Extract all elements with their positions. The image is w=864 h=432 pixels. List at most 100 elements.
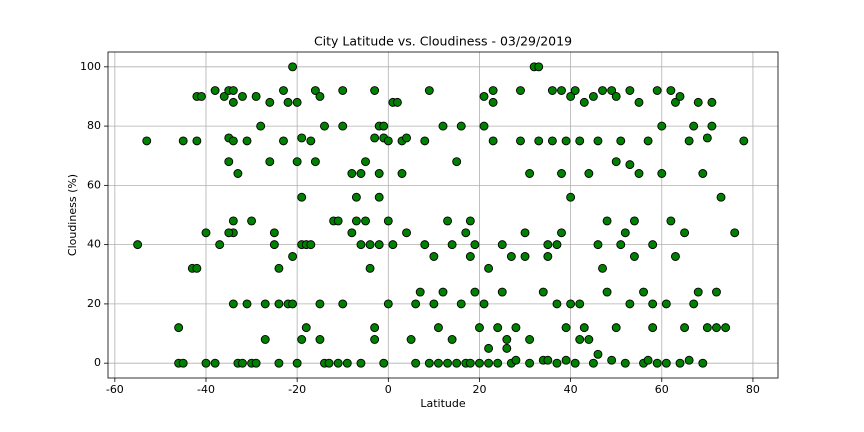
point: [516, 86, 525, 95]
point: [702, 323, 712, 333]
point: [228, 216, 238, 226]
point: [370, 335, 380, 344]
point: [543, 240, 553, 250]
point: [611, 157, 621, 167]
point: [497, 287, 507, 297]
point: [648, 240, 658, 250]
point: [598, 86, 607, 95]
point: [324, 358, 334, 368]
point: [388, 240, 398, 250]
point: [525, 335, 535, 344]
point: [174, 323, 184, 333]
point: [247, 216, 257, 226]
point: [274, 358, 284, 368]
point: [233, 169, 243, 178]
point: [292, 97, 302, 107]
chart-title: City Latitude vs. Cloudiness - 03/29/201…: [314, 34, 572, 49]
point: [657, 121, 667, 131]
point: [634, 169, 644, 178]
point: [269, 228, 279, 238]
point: [670, 97, 680, 107]
point: [342, 358, 352, 368]
point: [566, 192, 576, 202]
point: [338, 86, 348, 95]
point: [579, 97, 589, 107]
point: [370, 133, 380, 143]
point: [588, 358, 598, 368]
point: [392, 97, 402, 107]
points: [133, 62, 749, 368]
point: [680, 323, 690, 333]
point: [365, 263, 375, 273]
x-tick-label: 20: [472, 383, 486, 396]
point: [429, 252, 439, 261]
point: [315, 299, 325, 309]
point: [228, 97, 238, 107]
point: [406, 335, 416, 344]
point: [616, 136, 626, 146]
point: [566, 299, 576, 309]
point: [611, 323, 621, 333]
point: [424, 358, 434, 368]
point: [192, 136, 202, 146]
point: [461, 228, 471, 238]
point: [224, 228, 234, 238]
point: [506, 252, 516, 261]
point: [365, 240, 375, 250]
point: [680, 228, 690, 238]
point: [639, 287, 648, 297]
point: [588, 92, 598, 101]
point: [534, 62, 544, 72]
point: [584, 169, 594, 178]
point: [620, 358, 630, 368]
point: [452, 358, 462, 368]
point: [379, 121, 389, 131]
point: [374, 240, 384, 250]
point: [443, 216, 453, 226]
point: [547, 86, 557, 95]
point: [420, 136, 430, 146]
point: [493, 358, 503, 368]
point: [684, 355, 694, 365]
point: [370, 323, 380, 333]
point: [693, 287, 703, 297]
point: [721, 323, 731, 333]
point: [219, 92, 229, 101]
point: [347, 169, 357, 178]
point: [561, 136, 571, 146]
point: [288, 299, 298, 309]
point: [479, 92, 489, 101]
point: [402, 133, 411, 143]
point: [283, 97, 293, 107]
point: [634, 97, 644, 107]
point: [465, 358, 475, 368]
point: [516, 136, 525, 146]
point: [456, 121, 466, 131]
point: [484, 343, 494, 353]
y-tick-label: 100: [80, 60, 101, 73]
point: [356, 169, 366, 178]
point: [274, 263, 284, 273]
point: [520, 252, 530, 261]
point: [520, 228, 530, 238]
point: [260, 299, 270, 309]
point: [251, 358, 261, 368]
y-tick-label: 0: [94, 356, 101, 369]
point: [402, 228, 411, 238]
point: [224, 157, 234, 167]
point: [438, 121, 448, 131]
point: [192, 263, 202, 273]
point: [356, 240, 366, 250]
point: [602, 287, 612, 297]
point: [693, 97, 703, 107]
x-tick-label: -60: [106, 383, 124, 396]
point: [315, 335, 325, 344]
point: [370, 86, 380, 95]
x-tick-label: -40: [197, 383, 215, 396]
point: [274, 299, 284, 309]
point: [333, 358, 343, 368]
point: [575, 335, 585, 344]
point: [543, 355, 553, 365]
point: [579, 323, 589, 333]
point: [561, 355, 571, 365]
